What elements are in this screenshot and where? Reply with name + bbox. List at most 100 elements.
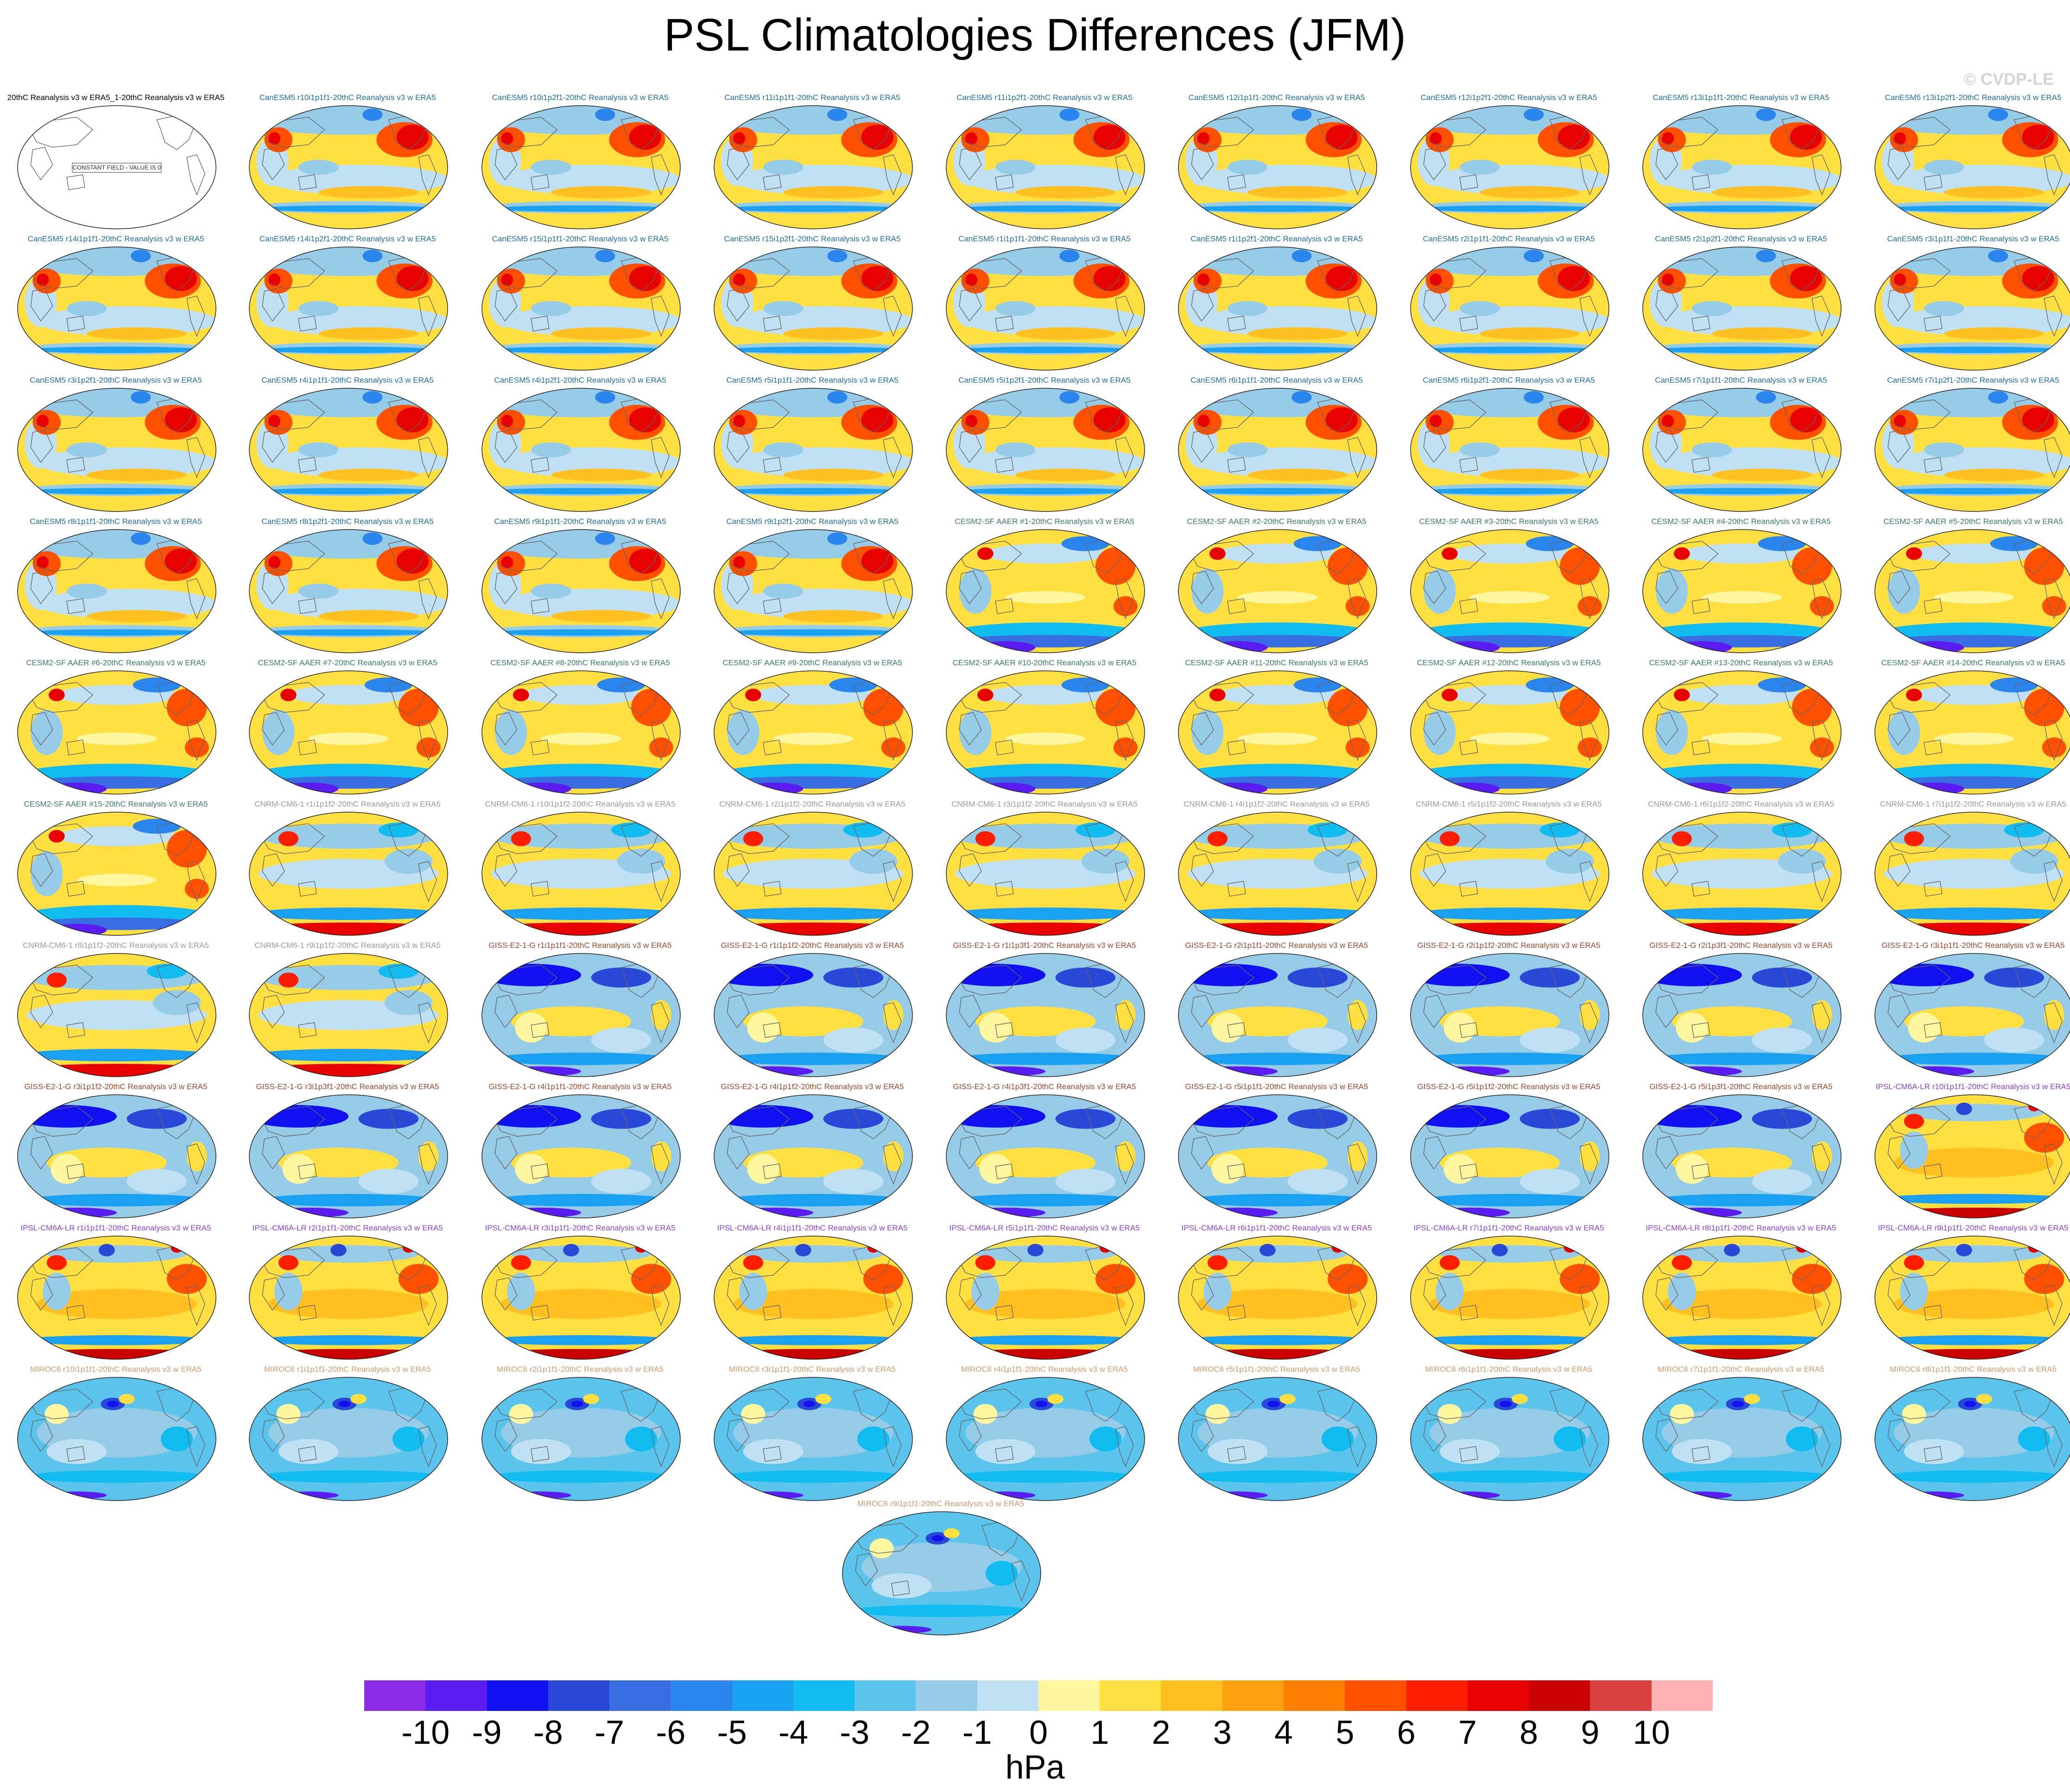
psl-difference-map [249,1236,448,1360]
model-panel: CanESM5 r10i1p2f1-20thC Reanalysis v3 w … [464,93,696,232]
panel-title: CESM2-SF AAER #4-20thC Reanalysis v3 w E… [1651,517,1831,526]
model-panel: GISS-E2-1-G r3i1p3f1-20thC Reanalysis v3… [232,1082,463,1221]
model-panel: CanESM5 r1i1p1f1-20thC Reanalysis v3 w E… [929,234,1160,373]
psl-difference-map [1178,246,1377,371]
model-panel: GISS-E2-1-G r5i1p1f1-20thC Reanalysis v3… [1161,1082,1393,1221]
psl-difference-map [1642,105,1842,229]
colorbar-box [1161,1680,1222,1711]
psl-difference-map [249,953,448,1077]
psl-difference-map [1642,529,1842,653]
psl-difference-map [481,388,681,512]
model-panel: CanESM5 r4i1p1f1-20thC Reanalysis v3 w E… [232,375,463,514]
psl-difference-map [1410,953,1609,1077]
model-panel: CanESM5 r7i1p2f1-20thC Reanalysis v3 w E… [1857,375,2070,514]
psl-difference-map [946,105,1145,229]
model-panel: IPSL-CM6A-LR r2i1p1f1-20thC Reanalysis v… [232,1223,463,1362]
colorbar-tick-label: -9 [472,1714,502,1751]
psl-difference-map [1410,1236,1609,1360]
psl-difference-map [1642,246,1842,371]
psl-difference-map [714,1377,913,1501]
psl-difference-map [1874,246,2070,371]
panel-title: CanESM5 r12i1p2f1-20thC Reanalysis v3 w … [1420,93,1597,102]
model-panel: CESM2-SF AAER #4-20thC Reanalysis v3 w E… [1625,517,1857,656]
model-panel: CanESM5 r8i1p2f1-20thC Reanalysis v3 w E… [232,517,463,656]
model-panel: IPSL-CM6A-LR r7i1p1f1-20thC Reanalysis v… [1393,1223,1625,1362]
model-panel: MIROC6 r10i1p1f1-20thC Reanalysis v3 w E… [0,1364,232,1503]
panel-title: IPSL-CM6A-LR r6i1p1f1-20thC Reanalysis v… [1181,1224,1372,1232]
colorbar-ticks: -10 -9 -8 -7 -6 -5 -4 -3 -2 -1 0 1 2 3 4 5 6 7 8 9 10 [364,1714,1713,1751]
panel-title: CanESM5 r14i1p1f1-20thC Reanalysis v3 w … [27,234,204,243]
panel-title: MIROC6 r2i1p1f1-20thC Reanalysis v3 w ER… [497,1365,664,1374]
colorbar-tick-label: 8 [1519,1714,1538,1751]
colorbar-box [916,1680,977,1711]
psl-difference-map [842,1511,1041,1635]
panel-title: CESM2-SF AAER #10-20thC Reanalysis v3 w … [952,658,1137,667]
psl-difference-map [1178,812,1377,936]
panel-title: GISS-E2-1-G r1i1p3f1-20thC Reanalysis v3… [953,941,1136,950]
psl-difference-map [1178,953,1377,1077]
model-panel: GISS-E2-1-G r1i1p1f1-20thC Reanalysis v3… [464,940,696,1079]
panel-title: CESM2-SF AAER #14-20thC Reanalysis v3 w … [1881,658,2065,667]
panel-title: CanESM5 r6i1p1f1-20thC Reanalysis v3 w E… [1190,376,1363,385]
model-panel: IPSL-CM6A-LR r9i1p1f1-20thC Reanalysis v… [1857,1223,2070,1362]
psl-difference-map [946,1236,1145,1360]
panel-title: GISS-E2-1-G r1i1p1f1-20thC Reanalysis v3… [488,941,672,950]
panel-title: GISS-E2-1-G r3i1p1f2-20thC Reanalysis v3… [24,1082,208,1091]
colorbar-box [1222,1680,1284,1711]
colorbar-box [732,1680,793,1711]
psl-difference-map [17,1236,216,1360]
psl-difference-map [1642,388,1842,512]
panel-title: GISS-E2-1-G r4i1p1f2-20thC Reanalysis v3… [721,1082,904,1091]
model-panel: GISS-E2-1-G r5i1p1f2-20thC Reanalysis v3… [1393,1082,1625,1221]
psl-difference-map [1874,105,2070,229]
psl-difference-map [1642,953,1842,1077]
colorbar-tick-label: 1 [1090,1714,1109,1751]
panel-title: IPSL-CM6A-LR r5i1p1f1-20thC Reanalysis v… [949,1224,1140,1232]
psl-difference-map [1410,1377,1609,1501]
model-panel: CNRM-CM6-1 r6i1p1f2-20thC Reanalysis v3 … [1625,799,1857,938]
panel-title: GISS-E2-1-G r3i1p3f1-20thC Reanalysis v3… [256,1082,439,1091]
panel-title: CanESM5 r13i1p2f1-20thC Reanalysis v3 w … [1885,93,2062,102]
psl-difference-map [714,1236,913,1360]
model-panel: CESM2-SF AAER #11-20thC Reanalysis v3 w … [1161,658,1393,797]
panel-title: CESM2-SF AAER #7-20thC Reanalysis v3 w E… [258,658,437,667]
psl-difference-map [1642,1236,1842,1360]
panel-title: CNRM-CM6-1 r8i1p1f2-20thC Reanalysis v3 … [23,941,209,950]
model-panel: IPSL-CM6A-LR r5i1p1f1-20thC Reanalysis v… [929,1223,1160,1362]
panel-title: CNRM-CM6-1 r3i1p1f2-20thC Reanalysis v3 … [951,800,1138,808]
psl-difference-map [249,246,448,371]
psl-difference-map [1642,812,1842,936]
model-panel: IPSL-CM6A-LR r6i1p1f1-20thC Reanalysis v… [1161,1223,1393,1362]
model-panel: CanESM5 r13i1p1f1-20thC Reanalysis v3 w … [1625,93,1857,232]
watermark: © CVDP-LE [1963,69,2054,88]
psl-difference-map [17,1094,216,1218]
colorbar-tick-label: 6 [1397,1714,1416,1751]
panel-title: CanESM5 r3i1p2f1-20thC Reanalysis v3 w E… [30,376,202,385]
colorbar-box [793,1680,855,1711]
model-panel: MIROC6 r2i1p1f1-20thC Reanalysis v3 w ER… [464,1364,696,1503]
colorbar-box [977,1680,1038,1711]
model-panel: MIROC6 r3i1p1f1-20thC Reanalysis v3 w ER… [696,1364,928,1503]
panel-title: GISS-E2-1-G r5i1p1f2-20thC Reanalysis v3… [1417,1082,1601,1091]
model-panel: CanESM5 r10i1p1f1-20thC Reanalysis v3 w … [232,93,463,232]
psl-difference-map [946,388,1145,512]
model-panel: IPSL-CM6A-LR r10i1p1f1-20thC Reanalysis … [1857,1082,2070,1221]
model-panel: CanESM5 r6i1p2f1-20thC Reanalysis v3 w E… [1393,375,1625,514]
panel-title: CanESM5 r9i1p1f1-20thC Reanalysis v3 w E… [494,517,666,526]
psl-difference-map [1874,670,2070,795]
panel-title: CESM2-SF AAER #6-20thC Reanalysis v3 w E… [26,658,206,667]
panel-title: MIROC6 r5i1p1f1-20thC Reanalysis v3 w ER… [1193,1365,1360,1374]
model-panel: CNRM-CM6-1 r5i1p1f2-20thC Reanalysis v3 … [1393,799,1625,938]
panel-title: CanESM5 r7i1p2f1-20thC Reanalysis v3 w E… [1887,376,2059,385]
model-panel: CanESM5 r14i1p1f1-20thC Reanalysis v3 w … [0,234,232,373]
colorbar-box [1467,1680,1529,1711]
psl-difference-map [17,246,216,371]
panel-title: GISS-E2-1-G r3i1p1f1-20thC Reanalysis v3… [1881,941,2065,950]
colorbar-tick-label: -2 [901,1714,931,1751]
model-panel: CESM2-SF AAER #12-20thC Reanalysis v3 w … [1393,658,1625,797]
panel-title: MIROC6 r10i1p1f1-20thC Reanalysis v3 w E… [30,1365,202,1374]
psl-difference-map [249,529,448,653]
panel-title: CanESM5 r15i1p2f1-20thC Reanalysis v3 w … [724,234,901,243]
psl-difference-map [481,1094,681,1218]
model-panel: CanESM5 r13i1p2f1-20thC Reanalysis v3 w … [1857,93,2070,232]
